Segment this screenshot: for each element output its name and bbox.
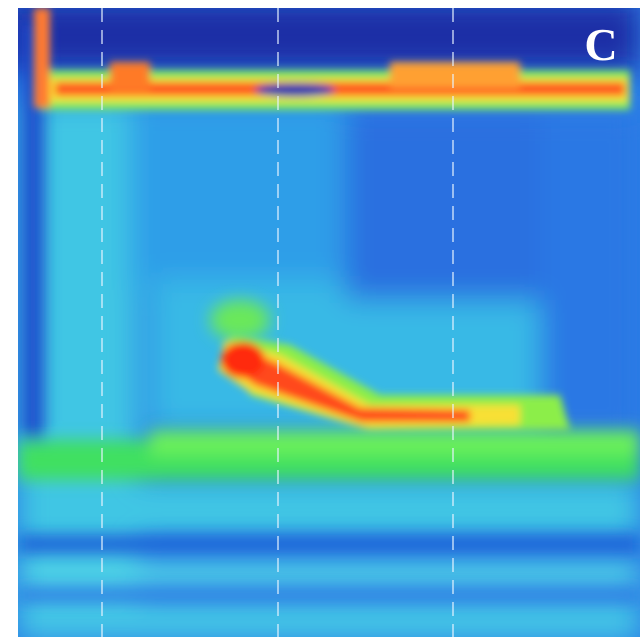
grid-lines [101,8,454,637]
panel-label: C [584,19,617,70]
